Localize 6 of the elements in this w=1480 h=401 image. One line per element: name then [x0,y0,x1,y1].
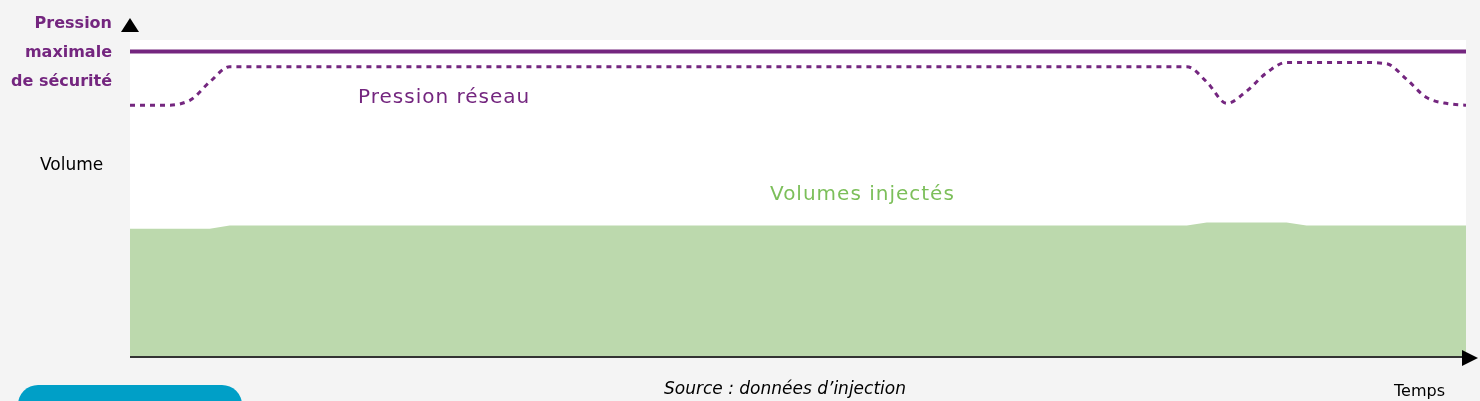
series-label: Pression maximale de sécurité [10,12,112,92]
series-label: Pression réseau [358,84,531,108]
y-axis-title: Volume [40,154,104,174]
source-note: Source : données d’injection [663,378,907,398]
x-axis-title: Temps [1394,381,1445,400]
series-label: Volumes injectés [770,181,955,205]
